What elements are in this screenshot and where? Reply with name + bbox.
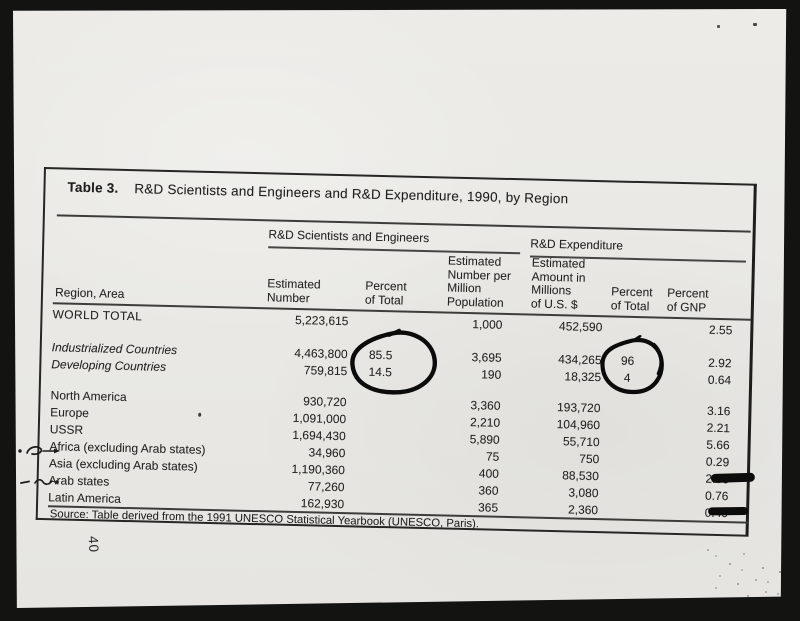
value-cell: 190 — [481, 366, 502, 382]
value-cell: 4 — [623, 370, 631, 385]
value-cell — [598, 484, 650, 502]
value-cell: 5,890 — [469, 431, 500, 447]
column-header-pct-gnp: Percent of GNP — [666, 285, 709, 315]
value-cell: 85.5 — [368, 347, 393, 362]
value-cell — [599, 433, 651, 451]
column-header-pct-total-exp: Percent of Total — [610, 284, 653, 313]
value-cell: 3,360 — [470, 397, 501, 413]
data-table: WORLD TOTAL 5,223,615 1,000 452,590 2.55… — [48, 305, 733, 521]
value-cell — [599, 450, 651, 468]
value-cell — [346, 410, 412, 429]
table-title-text: R&D Scientists and Engineers and R&D Exp… — [134, 181, 569, 207]
column-header-region: Region, Area — [54, 285, 125, 301]
value-cell: 360 — [478, 482, 499, 498]
value-cell: 1,091,000 — [292, 410, 347, 426]
value-cell: 0.64 — [707, 372, 732, 387]
value-cell: 96 — [620, 353, 635, 368]
value-cell: 2.92 — [708, 355, 732, 370]
value-cell — [344, 495, 410, 514]
column-header-amount: Estimated Amount in Millions of U.S. $ — [530, 255, 586, 312]
value-cell: 3,695 — [471, 349, 502, 365]
value-cell: 4,463,800 — [294, 345, 348, 361]
column-header-est-number: Estimated Number — [266, 276, 321, 305]
value-cell: 5,223,615 — [294, 312, 349, 328]
printed-table-block: Table 3. R&D Scientists and Engineers and… — [35, 167, 760, 540]
group-header-expenditure: R&D Expenditure — [530, 236, 624, 253]
value-cell — [600, 399, 652, 417]
value-cell — [345, 461, 411, 480]
table-label: Table 3. — [67, 179, 119, 196]
value-cell: 365 — [477, 499, 499, 515]
group-underline-scientists — [268, 246, 521, 254]
document-page: Table 3. R&D Scientists and Engineers and… — [13, 9, 787, 608]
table-outline-box: Table 3. R&D Scientists and Engineers and… — [35, 167, 757, 537]
page-number: 40 — [85, 535, 102, 554]
value-cell — [345, 444, 411, 463]
value-cell: 5.66 — [706, 437, 730, 452]
value-cell: 75 — [485, 448, 500, 464]
value-cell: 1,000 — [472, 316, 503, 332]
value-cell: 1,190,360 — [291, 461, 346, 477]
value-cell — [348, 312, 414, 331]
value-cell: 34,960 — [308, 444, 346, 460]
value-cell: 3.16 — [706, 403, 731, 418]
column-header-pct-total: Percent of Total — [364, 278, 407, 308]
value-cell: 162,930 — [300, 495, 345, 511]
column-header-per-million: Estimated Number per Million Population — [446, 253, 512, 310]
value-cell: 930,720 — [303, 393, 347, 409]
value-cell — [344, 478, 410, 497]
value-cell: 2.55 — [708, 322, 733, 337]
value-cell — [598, 501, 650, 519]
value-cell — [346, 427, 412, 446]
value-cell: 2,210 — [469, 414, 501, 430]
marker-dash-annotation — [710, 472, 755, 483]
value-cell — [599, 467, 651, 485]
ink-speck — [753, 23, 757, 26]
value-cell — [600, 416, 652, 434]
value-cell: 77,260 — [307, 478, 345, 494]
ink-speck — [198, 412, 202, 417]
scan-noise-speckles — [707, 549, 709, 551]
marker-dash-annotation — [708, 506, 749, 516]
value-cell — [602, 318, 654, 336]
value-cell: 14.5 — [368, 364, 393, 379]
value-cell: 1,694,430 — [292, 427, 346, 443]
value-cell: 2.21 — [706, 420, 731, 435]
value-cell: 0.29 — [705, 454, 730, 469]
value-cell: 759,815 — [303, 362, 348, 378]
value-cell — [346, 393, 412, 412]
table-title: Table 3. R&D Scientists and Engineers and… — [67, 180, 568, 207]
value-cell: 400 — [478, 465, 500, 481]
value-cell: 0.76 — [704, 488, 729, 503]
group-header-scientists: R&D Scientists and Engineers — [268, 227, 430, 246]
ink-speck — [717, 25, 720, 28]
